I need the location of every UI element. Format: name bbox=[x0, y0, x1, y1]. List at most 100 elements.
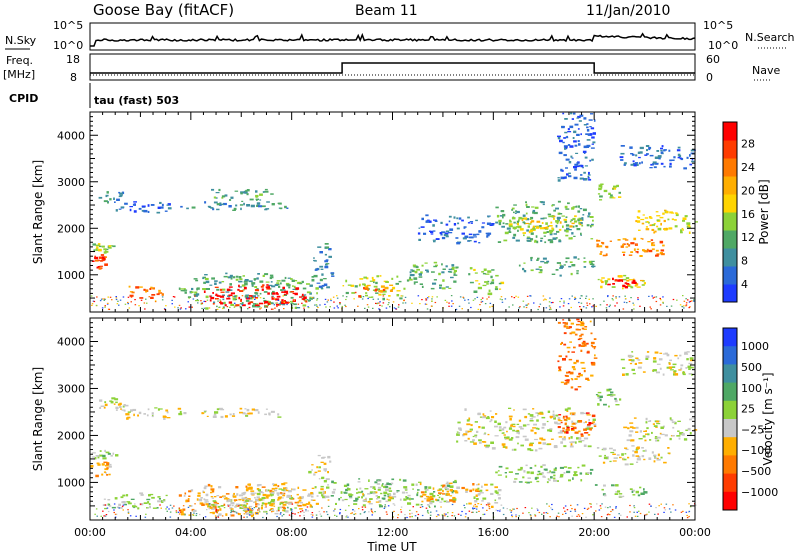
power-cell bbox=[445, 235, 449, 238]
velocity-cell bbox=[272, 483, 275, 486]
velocity-cell bbox=[120, 408, 122, 410]
velocity-noise-cell bbox=[534, 515, 537, 517]
power-cell bbox=[485, 273, 490, 275]
power-noise-cell bbox=[444, 299, 447, 301]
velocity-cell bbox=[603, 484, 606, 487]
velocity-cell bbox=[264, 413, 267, 416]
velocity-cell bbox=[361, 490, 364, 493]
power-noise-cell bbox=[104, 305, 106, 307]
power-cell bbox=[202, 277, 205, 280]
power-cell bbox=[526, 229, 530, 232]
velocity-cell bbox=[430, 500, 435, 503]
power-cell bbox=[180, 205, 183, 208]
velocity-cell bbox=[91, 456, 96, 458]
power-noise-cell bbox=[293, 299, 295, 301]
velocity-noise-cell bbox=[159, 504, 161, 506]
power-noise-cell bbox=[526, 304, 528, 306]
power-cell bbox=[328, 248, 332, 251]
velocity-noise-cell bbox=[589, 503, 591, 505]
velocity-cell bbox=[269, 509, 272, 511]
power-cell bbox=[563, 154, 567, 157]
velocity-cell bbox=[654, 351, 659, 354]
velocity-cell bbox=[467, 430, 472, 433]
power-cell bbox=[448, 232, 453, 234]
velocity-noise-cell bbox=[216, 512, 218, 514]
power-cell bbox=[457, 222, 460, 225]
velocity-cell bbox=[122, 494, 126, 497]
velocity-cell bbox=[485, 445, 490, 449]
velocity-cell bbox=[549, 470, 551, 473]
velocity-cell bbox=[376, 479, 381, 481]
power-cell bbox=[551, 227, 554, 230]
power-noise-cell bbox=[140, 299, 143, 301]
velocity-cell bbox=[204, 411, 207, 413]
velocity-noise-cell bbox=[609, 514, 611, 516]
velocity-cell bbox=[278, 488, 283, 490]
velocity-cell bbox=[548, 479, 551, 482]
velocity-noise-cell bbox=[113, 503, 116, 505]
power-noise-cell bbox=[501, 301, 504, 303]
velocity-cell bbox=[429, 495, 433, 498]
velocity-cell bbox=[377, 488, 381, 491]
velocity-noise-cell bbox=[215, 509, 217, 511]
velocity-cell bbox=[656, 423, 661, 425]
power-cell bbox=[579, 208, 583, 210]
power-noise-cell bbox=[451, 300, 453, 302]
velocity-noise-cell bbox=[371, 510, 373, 513]
velocity-noise-cell bbox=[488, 503, 490, 505]
power-noise-cell bbox=[104, 306, 106, 308]
velocity-cell bbox=[340, 496, 342, 499]
velocity-noise-cell bbox=[636, 511, 638, 513]
power-cell bbox=[612, 197, 616, 199]
velocity-cell bbox=[633, 417, 637, 419]
power-cell bbox=[610, 194, 613, 197]
power-noise-cell bbox=[648, 295, 650, 297]
power-noise-cell bbox=[563, 300, 565, 302]
velocity-noise-cell bbox=[426, 511, 429, 513]
power-cell bbox=[228, 276, 232, 279]
power-noise-cell bbox=[549, 307, 552, 309]
velocity-cell bbox=[248, 500, 253, 502]
velocity-cell bbox=[592, 362, 596, 365]
velocity-noise-cell bbox=[217, 516, 220, 518]
velocity-cell bbox=[285, 510, 289, 513]
velocity-noise-cell bbox=[299, 515, 301, 517]
velocity-cell bbox=[636, 458, 641, 461]
velocity-noise-cell bbox=[562, 513, 564, 515]
power-cell bbox=[580, 234, 582, 236]
velocity-cell bbox=[522, 476, 525, 479]
velocity-cell bbox=[689, 418, 692, 421]
velocity-noise-cell bbox=[461, 510, 463, 513]
power-cell bbox=[280, 289, 283, 291]
velocity-cell bbox=[322, 496, 325, 499]
velocity-cell bbox=[509, 417, 512, 421]
velocity-noise-cell bbox=[499, 509, 501, 511]
power-cell bbox=[385, 281, 389, 283]
velocity-cell bbox=[90, 465, 94, 468]
power-cell bbox=[143, 209, 148, 213]
velocity-cell bbox=[475, 505, 478, 508]
velocity-cell bbox=[130, 498, 135, 500]
power-cell bbox=[500, 210, 505, 213]
velocity-cell bbox=[487, 502, 490, 505]
power-cell bbox=[618, 275, 623, 278]
power-cell bbox=[103, 200, 108, 203]
power-cell bbox=[656, 225, 659, 228]
velocity-colorbar-swatch bbox=[723, 419, 737, 438]
velocity-cell bbox=[570, 371, 574, 374]
velocity-cell bbox=[166, 411, 169, 414]
velocity-cell bbox=[242, 498, 245, 502]
power-cell bbox=[635, 154, 638, 157]
power-cell bbox=[415, 266, 419, 269]
power-cell bbox=[525, 201, 527, 204]
velocity-cell bbox=[100, 405, 105, 407]
power-cell bbox=[456, 227, 460, 230]
velocity-noise-cell bbox=[230, 510, 233, 513]
velocity-noise-cell bbox=[107, 510, 110, 513]
power-cell bbox=[215, 192, 220, 194]
velocity-cell bbox=[274, 487, 278, 490]
velocity-cell bbox=[653, 454, 657, 457]
power-cell bbox=[541, 222, 544, 224]
power-cell bbox=[569, 220, 572, 223]
velocity-cell bbox=[584, 326, 588, 328]
